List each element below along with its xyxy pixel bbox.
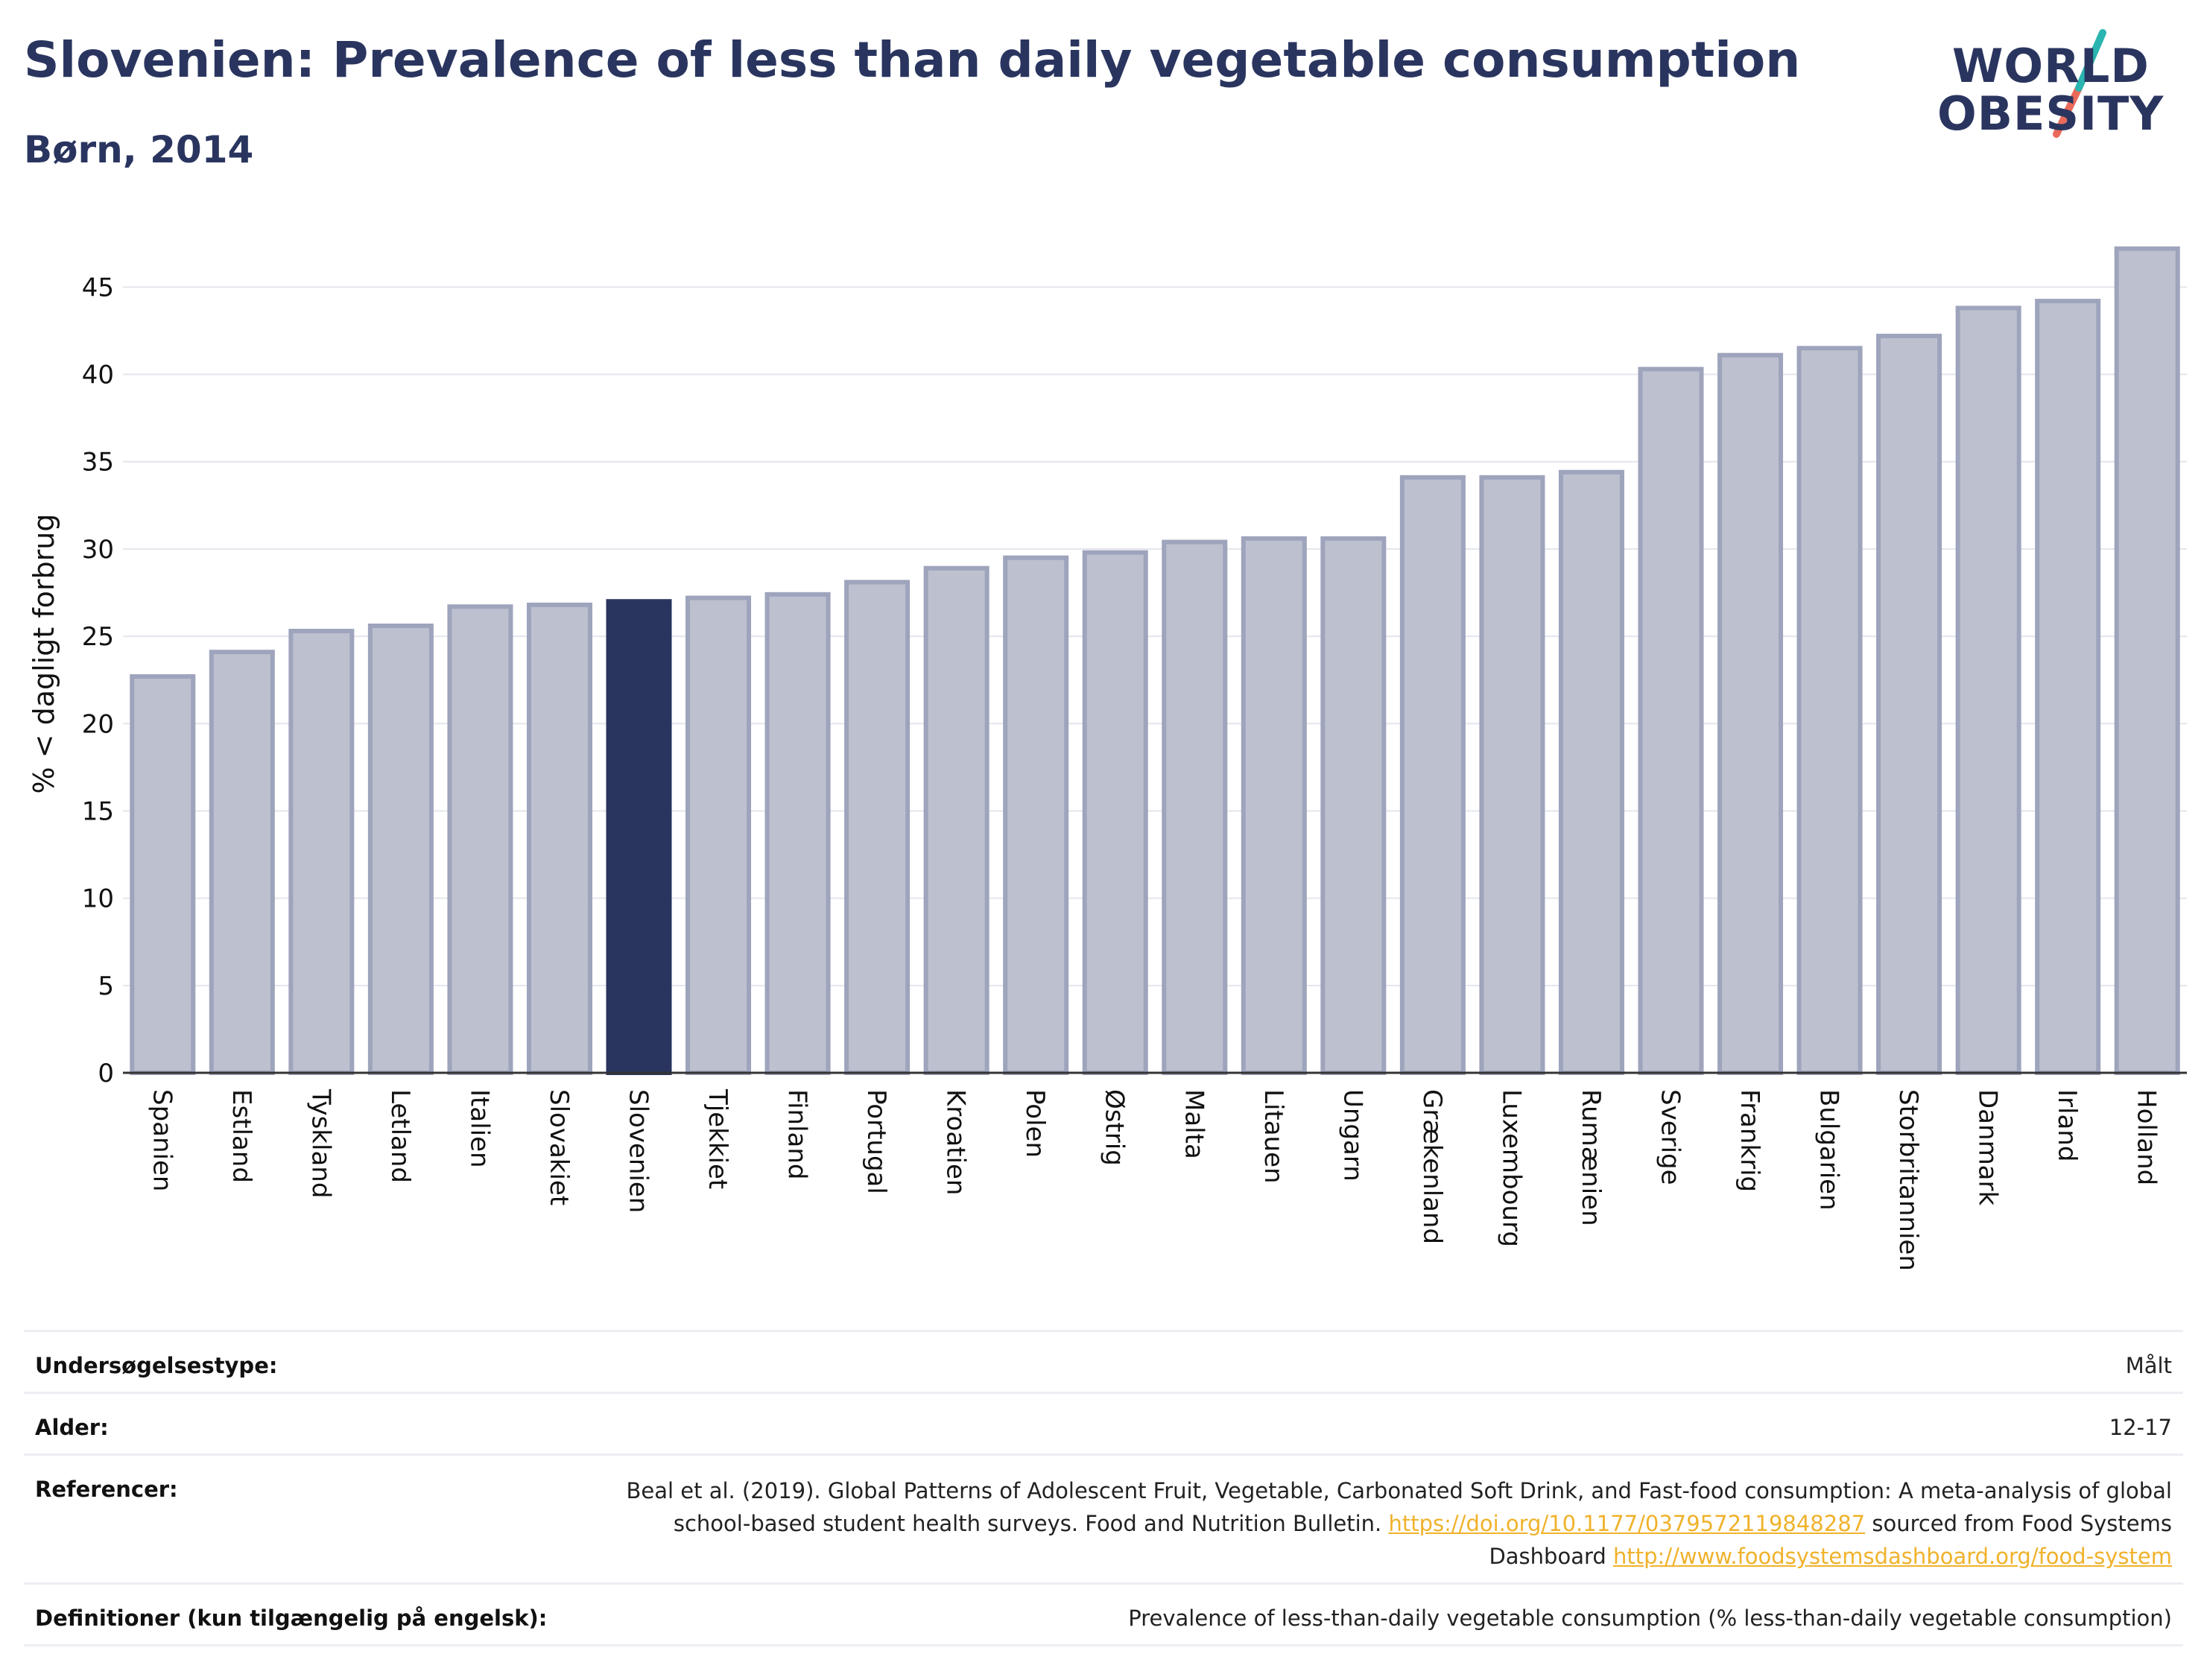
x-tick-label: Malta [1179,1089,1209,1159]
y-tick-label: 30 [82,535,114,565]
x-tick-label: Polen [1020,1089,1050,1158]
info-row-age: Alder: 12-17 [24,1392,2183,1454]
bar-bulgarien [1796,346,1863,1075]
y-tick-label: 20 [82,709,114,739]
x-tick-label: Grækenland [1417,1089,1447,1244]
bar-rumænien [1558,469,1624,1075]
y-tick-label: 5 [98,971,114,1001]
logo-slash-icon [2053,29,2106,138]
bar-danmark [1955,305,2021,1075]
y-tick-label: 35 [82,448,114,478]
bar-italien [447,604,513,1075]
x-tick-label: Kroatien [941,1089,971,1195]
x-tick-label: Slovakiet [544,1089,574,1205]
x-tick-label: Spanien [147,1089,177,1191]
x-tick-label: Østrig [1100,1089,1130,1166]
bar-holland [2114,246,2180,1075]
logo-text-obesity: OBESITY [1937,86,2165,141]
bar-grækenland [1399,475,1466,1075]
x-tick-label: Ungarn [1337,1089,1367,1182]
definitions-label: Definitioner (kun tilgængelig på engelsk… [35,1605,548,1631]
bar-slovakiet [526,602,592,1075]
x-tick-label: Luxembourg [1496,1089,1526,1247]
info-row-references: Referencer: Beal et al. (2019). Global P… [24,1454,2183,1582]
x-tick-label: Storbritannien [1893,1089,1923,1271]
references-value: Beal et al. (2019). Global Patterns of A… [577,1474,2172,1573]
reference-text-1: Beal et al. (2019). Global Patterns of A… [626,1478,2172,1536]
bar-litauen [1241,536,1307,1075]
x-tick-label: Danmark [1973,1089,2003,1205]
logo-text-world: WORLD [1952,39,2150,93]
x-tick-label: Slovenien [624,1089,653,1213]
x-tick-label: Holland [2132,1089,2162,1185]
chart-subtitle: Børn, 2014 [24,128,254,171]
bar-malta [1162,539,1228,1075]
y-tick-label: 15 [82,796,114,826]
bar-østrig [1082,550,1148,1075]
bar-luxembourg [1479,475,1545,1075]
y-tick-label: 25 [82,622,114,652]
x-tick-label: Italien [464,1089,494,1168]
definitions-value: Prevalence of less-than-daily vegetable … [1128,1605,2172,1631]
x-tick-label: Portugal [861,1089,891,1194]
bar-kroatien [923,565,989,1075]
age-label: Alder: [35,1415,109,1440]
x-tick-label: Irland [2052,1089,2082,1161]
x-tick-label: Tyskland [305,1088,335,1198]
bar-portugal [844,580,911,1075]
info-row-definitions: Definitioner (kun tilgængelig på engelsk… [24,1582,2183,1646]
world-obesity-logo[interactable]: WORLD OBESITY [1937,22,2183,156]
y-tick-label: 45 [82,273,114,302]
bar-slovenien [606,599,672,1075]
bar-irland [2035,299,2101,1075]
info-row-survey-type: Undersøgelsestype: Målt [24,1330,2183,1392]
x-tick-label: Estland [227,1089,256,1183]
chart-title: Slovenien: Prevalence of less than daily… [24,31,1801,89]
survey-type-label: Undersøgelsestype: [35,1353,278,1378]
x-tick-label: Tjekkiet [703,1088,732,1189]
x-tick-label: Bulgarien [1814,1089,1844,1211]
bar-tjekkiet [685,595,752,1075]
x-tick-label: Finland [782,1089,812,1180]
y-tick-label: 10 [82,884,114,914]
x-tick-label: Frankrig [1735,1089,1764,1192]
y-tick-label: 40 [82,361,114,390]
info-table: Undersøgelsestype: Målt Alder: 12-17 Ref… [24,1330,2183,1646]
bar-letland [367,624,434,1075]
bar-storbritannien [1876,333,1942,1075]
references-label: Referencer: [35,1477,178,1502]
bar-spanien [130,673,196,1075]
doi-link[interactable]: https://doi.org/10.1177/0379572119848287 [1388,1511,1866,1536]
y-tick-label: 0 [98,1059,114,1088]
reference-text-2: sourced from Food Systems Dashboard [1489,1511,2172,1569]
y-axis-label: % < dagligt forbrug [28,513,60,793]
age-value: 12-17 [2109,1415,2172,1440]
bar-sverige [1638,367,1704,1075]
bar-chart: 0 5 10 15 20 25 30 35 40 45 Spanien Estland Tyskland… [28,246,2187,1271]
bar-frankrig [1717,352,1784,1075]
bar-estland [209,650,275,1075]
bar-finland [764,592,831,1075]
x-tick-label: Letland [385,1089,415,1183]
bar-polen [1003,555,1069,1075]
bar-tyskland [288,629,355,1075]
x-tick-label: Rumænien [1576,1089,1606,1226]
x-tick-label: Sverige [1656,1089,1685,1185]
food-systems-dashboard-link[interactable]: http://www.foodsystemsdashboard.org/food… [1613,1544,2172,1569]
x-tick-label: Litauen [1258,1089,1288,1184]
survey-type-value: Målt [2125,1353,2172,1378]
bar-ungarn [1320,536,1387,1075]
